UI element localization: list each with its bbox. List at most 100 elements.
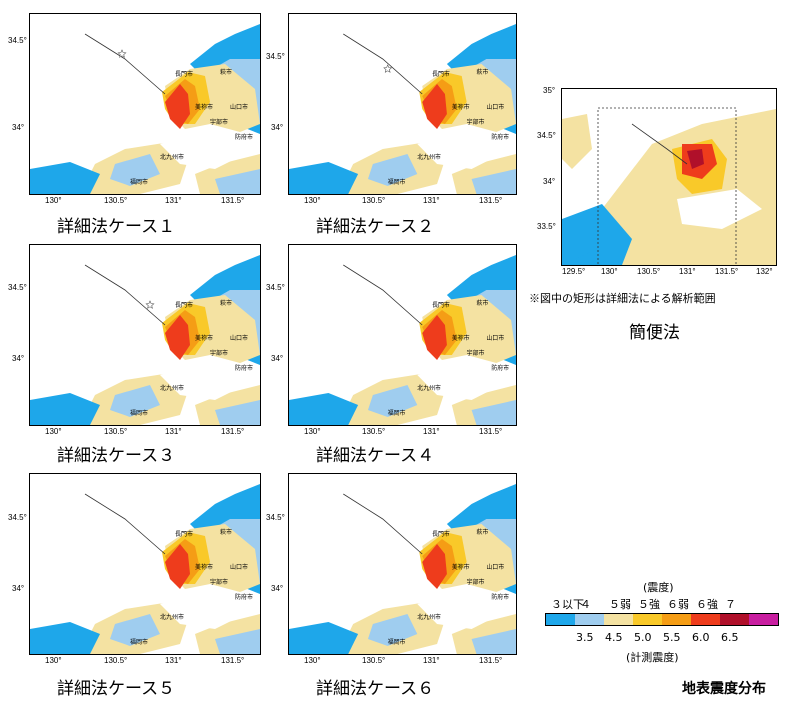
city-label: 山口市 xyxy=(486,563,504,571)
city-label: 山口市 xyxy=(230,103,248,111)
legend-measured-heading: (計測震度) xyxy=(626,651,679,664)
city-label: 宇部市 xyxy=(210,118,228,126)
colorbar-swatch xyxy=(749,614,778,625)
x-tick-130-5: 130.5° xyxy=(104,427,128,436)
land-kyushu-blue xyxy=(30,622,100,654)
sea-suo-nada xyxy=(677,189,762,229)
y-tick-34: 34° xyxy=(12,354,25,363)
city-label: 宇部市 xyxy=(210,349,228,357)
city-label: 福岡市 xyxy=(388,409,406,417)
y-tick-35: 35° xyxy=(543,86,556,95)
land-kyushu-light xyxy=(367,614,418,646)
fault-trace-line xyxy=(631,123,688,165)
city-label: 美祢市 xyxy=(452,103,470,111)
city-label: 防府市 xyxy=(491,133,509,141)
x-tick-131: 131° xyxy=(165,427,182,436)
panel-caption: 詳細法ケース２ xyxy=(316,217,435,237)
city-label: 福岡市 xyxy=(130,638,148,646)
x-tick-131-5: 131.5° xyxy=(479,427,503,436)
city-label: 宇部市 xyxy=(467,578,485,586)
city-label: 北九州市 xyxy=(417,384,441,392)
y-tick-34-5: 34.5° xyxy=(8,36,27,45)
city-label: 長門市 xyxy=(175,530,193,538)
y-tick-34-5: 34.5° xyxy=(537,131,556,140)
city-label: 山口市 xyxy=(230,334,248,342)
city-label: 山口市 xyxy=(230,563,248,571)
city-label: 萩市 xyxy=(477,68,489,76)
land-kyushu-blue xyxy=(30,393,100,425)
legend-intensity-heading: (震度) xyxy=(643,581,674,594)
epicenter-star-icon xyxy=(117,49,127,58)
detail-map-2: 長門市 萩市 美祢市 山口市 宇部市 防府市 北九州市 福岡市 xyxy=(288,13,517,195)
colorbar-swatch xyxy=(604,614,633,625)
land-kyushu-blue xyxy=(289,393,359,425)
land-kyushu-blue xyxy=(562,224,597,265)
city-label: 防府市 xyxy=(491,593,509,601)
x-tick-130: 130° xyxy=(304,196,321,205)
land-kyushu-blue xyxy=(30,162,100,194)
y-tick-34: 34° xyxy=(12,123,25,132)
simple-method-map xyxy=(561,88,777,266)
city-label: 北九州市 xyxy=(417,153,441,161)
city-label: 長門市 xyxy=(175,70,193,78)
sea-suo-nada xyxy=(417,592,502,629)
x-tick-131-5: 131.5° xyxy=(221,427,245,436)
measured-value-label: 4.5 xyxy=(605,631,623,644)
y-tick-34: 34° xyxy=(543,177,556,186)
simple-method-caption: 簡便法 xyxy=(629,323,680,343)
land-kyushu-light xyxy=(110,385,160,417)
land-kyushu-light xyxy=(110,154,160,186)
x-tick-130: 130° xyxy=(45,196,62,205)
detail-map-3: 長門市 萩市 美祢市 山口市 宇部市 防府市 北九州市 福岡市 xyxy=(29,244,261,426)
x-tick-131-5: 131.5° xyxy=(479,196,503,205)
y-tick-34: 34° xyxy=(271,123,284,132)
land-kyushu-blue xyxy=(289,162,359,194)
x-tick-131-5: 131.5° xyxy=(221,196,245,205)
land-kyushu-light xyxy=(367,154,418,186)
city-label: 福岡市 xyxy=(388,178,406,186)
city-label: 防府市 xyxy=(235,133,253,141)
x-tick-130-5: 130.5° xyxy=(637,267,661,276)
city-label: 美祢市 xyxy=(452,334,470,342)
sea-suo-nada xyxy=(417,363,502,400)
city-label: 福岡市 xyxy=(130,178,148,186)
city-label: 北九州市 xyxy=(417,613,441,621)
legend-title: 地表震度分布 xyxy=(682,681,766,697)
city-label: 萩市 xyxy=(220,68,232,76)
land-southeast-blue xyxy=(215,629,260,654)
y-tick-34: 34° xyxy=(271,354,284,363)
land-red-coast xyxy=(422,544,447,589)
land-southeast-blue xyxy=(471,169,516,194)
city-label: 萩市 xyxy=(477,528,489,536)
land-tsushima xyxy=(562,114,592,169)
x-tick-129-5: 129.5° xyxy=(562,267,586,276)
city-label: 萩市 xyxy=(220,528,232,536)
sea-suo-nada xyxy=(160,363,245,400)
city-label: 萩市 xyxy=(477,299,489,307)
land-southeast-blue xyxy=(215,169,260,194)
intensity-label: ５強 xyxy=(638,598,660,611)
measured-value-label: 3.5 xyxy=(576,631,594,644)
x-tick-130-5: 130.5° xyxy=(362,427,386,436)
city-label: 宇部市 xyxy=(467,118,485,126)
y-tick-34-5: 34.5° xyxy=(266,283,285,292)
x-tick-130: 130° xyxy=(45,427,62,436)
x-tick-130: 130° xyxy=(304,427,321,436)
land-darkred xyxy=(687,149,704,169)
land-red-coast xyxy=(422,84,447,129)
panel-caption: 詳細法ケース４ xyxy=(316,446,435,466)
x-tick-131: 131° xyxy=(165,656,182,665)
measured-value-label: 6.0 xyxy=(692,631,710,644)
panel-caption: 詳細法ケース１ xyxy=(57,217,176,237)
detail-map-4: 長門市 萩市 美祢市 山口市 宇部市 防府市 北九州市 福岡市 xyxy=(288,244,517,426)
analysis-range-rectangle xyxy=(597,107,737,265)
x-tick-130-5: 130.5° xyxy=(362,196,386,205)
x-tick-130: 130° xyxy=(45,656,62,665)
fault-trace-line xyxy=(343,33,423,95)
intensity-label: ４ xyxy=(580,598,591,611)
y-tick-34: 34° xyxy=(12,584,25,593)
land-kyushu-light xyxy=(110,614,160,646)
land-southeast-blue xyxy=(471,629,516,654)
sea-suo-nada xyxy=(417,132,502,169)
x-tick-131-5: 131.5° xyxy=(715,267,739,276)
